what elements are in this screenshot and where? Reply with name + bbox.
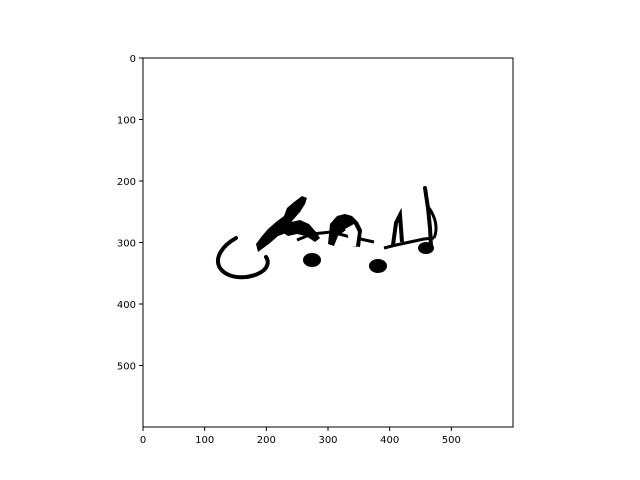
note-cluster-left-2 — [282, 220, 320, 242]
stem-right-2 — [423, 186, 433, 248]
axes-background — [143, 58, 513, 427]
y-tick-label: 0 — [130, 54, 136, 65]
flag-right — [427, 207, 438, 239]
y-tick-label: 400 — [117, 300, 136, 311]
beam-connector-2 — [383, 236, 435, 250]
y-tick-label: 300 — [117, 239, 136, 250]
stem-right-1 — [391, 207, 404, 246]
x-axis: 0 100 200 300 400 500 — [140, 427, 461, 446]
notehead-right-1 — [369, 259, 387, 273]
y-tick-label: 200 — [117, 177, 136, 188]
plot-area — [142, 57, 514, 428]
x-tick-label: 100 — [195, 435, 214, 446]
x-tick-label: 300 — [318, 435, 337, 446]
y-tick-label: 500 — [117, 362, 136, 373]
note-cluster-mid-2 — [345, 224, 358, 246]
note-cluster-left-1 — [256, 196, 307, 252]
x-tick-label: 500 — [442, 435, 461, 446]
y-axis: 0 100 200 300 400 500 — [117, 54, 143, 373]
music-notes-image — [216, 186, 438, 280]
y-tick-label: 100 — [117, 116, 136, 127]
x-tick-label: 200 — [257, 435, 276, 446]
notehead-right-2 — [418, 242, 434, 254]
x-tick-label: 0 — [140, 435, 146, 446]
x-tick-label: 400 — [380, 435, 399, 446]
notehead-left — [303, 253, 321, 267]
clef-hook-stroke — [216, 236, 270, 280]
